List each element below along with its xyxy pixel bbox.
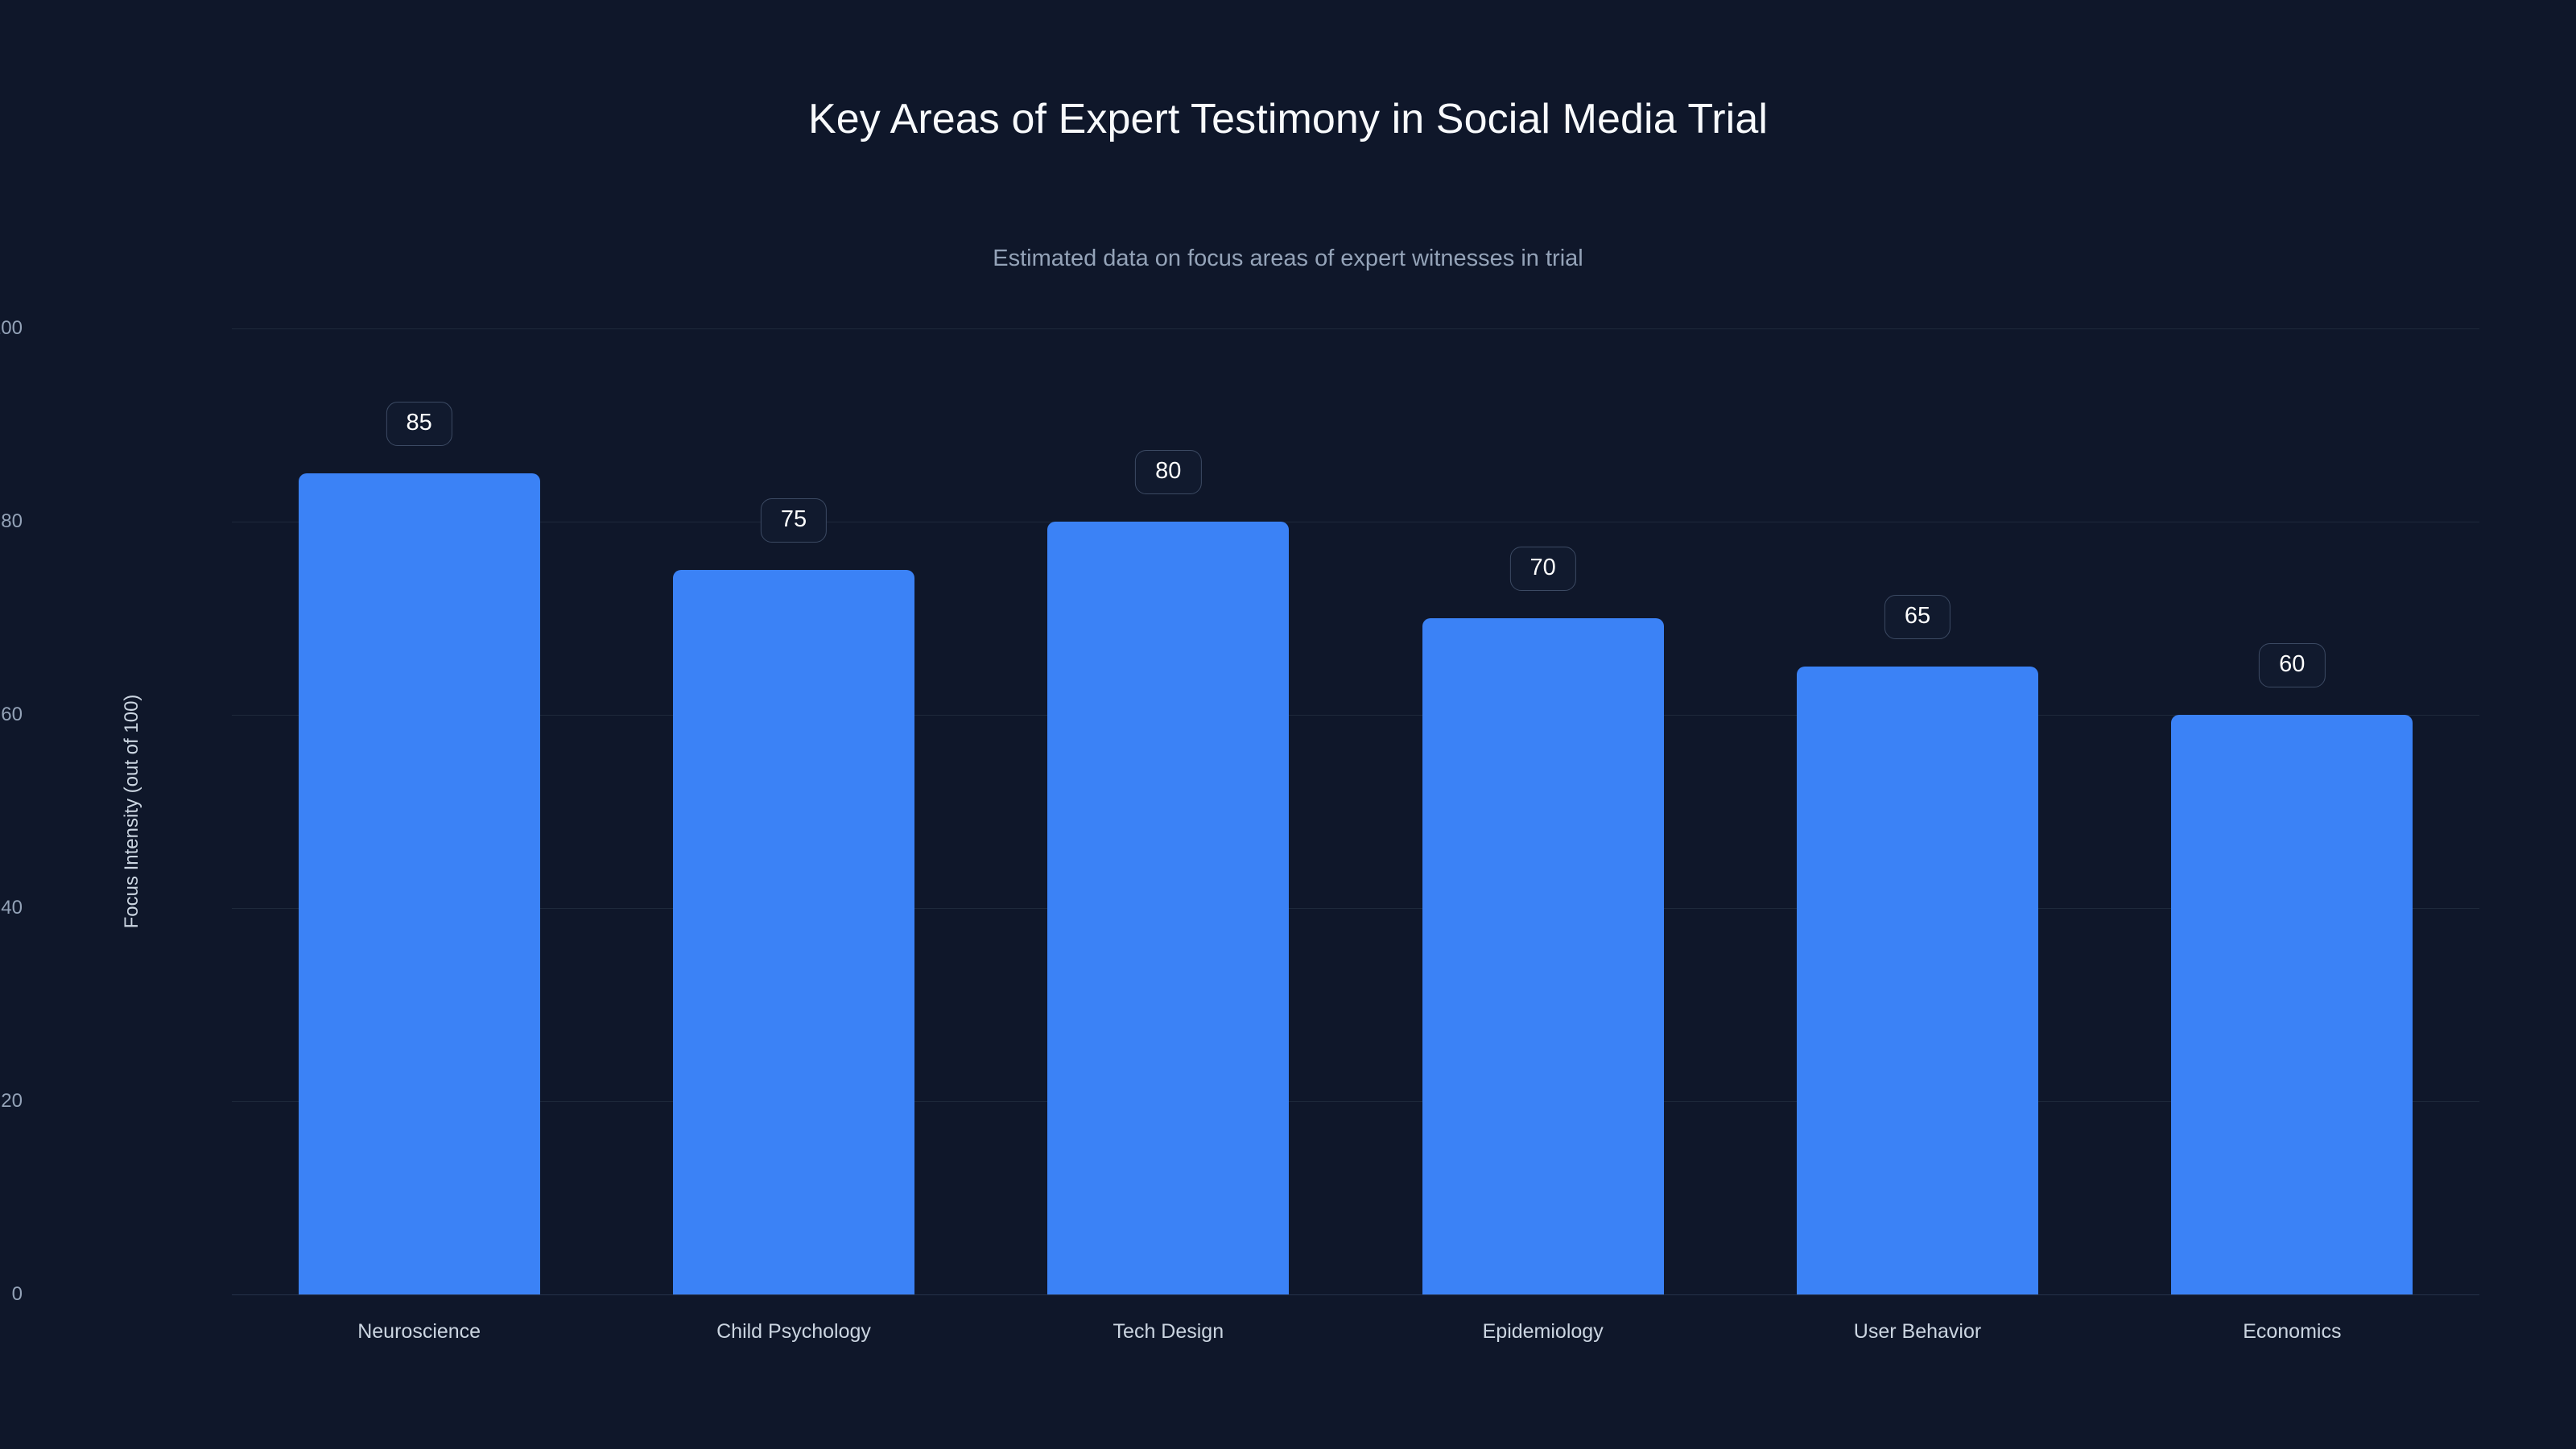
bar[interactable]: [2171, 715, 2413, 1294]
bar[interactable]: [1422, 618, 1664, 1294]
gridline: [232, 908, 2479, 909]
y-axis-tick-label: 80: [1, 510, 23, 532]
bar[interactable]: [1047, 522, 1290, 1294]
gridline: [232, 328, 2479, 329]
bar-group[interactable]: 70: [1422, 328, 1664, 1294]
gridline: [232, 1101, 2479, 1102]
bar-group[interactable]: 80: [1047, 328, 1290, 1294]
bar[interactable]: [1796, 667, 2039, 1294]
bar-value-label: 85: [386, 402, 452, 446]
bar[interactable]: [672, 570, 915, 1294]
chart-subtitle: Estimated data on focus areas of expert …: [993, 246, 1583, 271]
x-axis-tick-label: Neuroscience: [357, 1320, 481, 1343]
bar-group[interactable]: 75: [672, 328, 915, 1294]
bar-group[interactable]: 60: [2171, 328, 2413, 1294]
plot-area: 0 20 40 60 80 100 Focus Intensity (out of 100…: [0, 317, 2479, 1305]
bar-value-label: 75: [760, 498, 828, 543]
bar-group[interactable]: 65: [1796, 328, 2039, 1294]
y-axis-title: Focus Intensity (out of 100): [121, 694, 142, 929]
y-axis-tick-label: 40: [1, 897, 23, 919]
x-axis-tick-label: Child Psychology: [716, 1320, 871, 1343]
x-axis-tick-label: User Behavior: [1853, 1320, 1982, 1343]
x-axis-tick-label: Tech Design: [1113, 1320, 1224, 1343]
x-axis-tick-label: Epidemiology: [1482, 1320, 1604, 1343]
bar-value-label: 70: [1509, 547, 1576, 591]
y-axis-tick-label: 20: [1, 1090, 23, 1112]
gridline: [232, 715, 2479, 716]
y-axis-tick-label: 100: [0, 317, 23, 339]
bar-value-label: 60: [2259, 643, 2326, 687]
bar-value-label: 80: [1135, 450, 1202, 494]
y-axis-tick-label: 0: [11, 1283, 23, 1305]
bar-group[interactable]: 85: [298, 328, 540, 1294]
x-axis-tick-label: Economics: [2243, 1320, 2342, 1343]
y-axis-tick-label: 60: [1, 704, 23, 725]
bar[interactable]: [298, 473, 540, 1294]
gridline: [232, 1294, 2479, 1295]
bar-value-label: 65: [1884, 595, 1951, 639]
chart-title: Key Areas of Expert Testimony in Social …: [807, 96, 1768, 142]
